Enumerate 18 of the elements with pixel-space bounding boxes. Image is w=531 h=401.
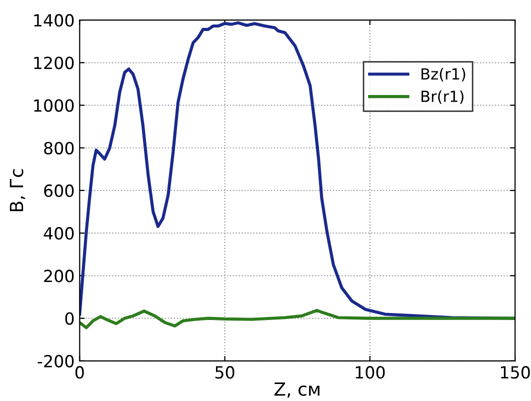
legend-label: Bz(r1) bbox=[422, 68, 466, 82]
y-tick-label: 800 bbox=[44, 142, 74, 154]
legend-label: Br(r1) bbox=[422, 90, 464, 104]
x-tick-label: 100 bbox=[356, 366, 385, 379]
x-tick-label: 150 bbox=[500, 366, 530, 379]
y-tick-label: 200 bbox=[44, 270, 74, 282]
x-tick-label: 0 bbox=[75, 366, 84, 379]
y-tick-label: 1400 bbox=[34, 14, 74, 27]
x-axis-title: Z, см bbox=[274, 382, 320, 398]
y-tick-label: 1200 bbox=[34, 56, 74, 70]
y-tick-label: 1000 bbox=[34, 99, 74, 112]
y-tick-label: 0 bbox=[65, 312, 74, 325]
line-series bbox=[80, 308, 516, 330]
y-axis-title: B, Гс bbox=[10, 169, 26, 212]
y-tick-label: -200 bbox=[38, 354, 74, 368]
y-tick-label: 600 bbox=[44, 184, 74, 198]
y-tick-label: 400 bbox=[44, 227, 74, 240]
x-tick-label: 50 bbox=[215, 366, 234, 379]
